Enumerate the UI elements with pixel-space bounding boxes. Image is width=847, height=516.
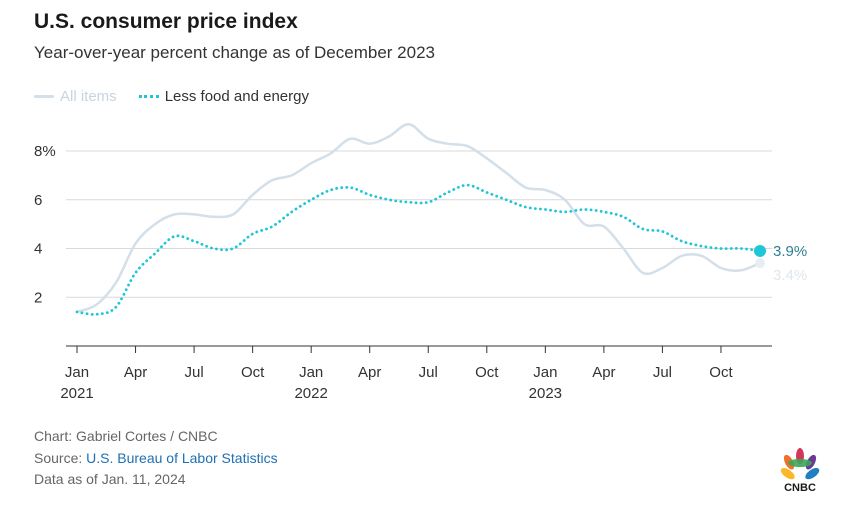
- x-tick-label: Jan: [299, 364, 323, 381]
- chart-legend: All items Less food and energy: [34, 88, 331, 105]
- y-tick-label: 4: [34, 241, 42, 258]
- legend-swatch-all-items: [34, 95, 54, 98]
- chart-title: U.S. consumer price index: [34, 10, 298, 33]
- series-line-all-items: [75, 122, 762, 314]
- logo-wordmark: CNBC: [784, 482, 816, 494]
- x-tick-label: Oct: [241, 364, 265, 381]
- legend-label-core: Less food and energy: [164, 88, 309, 105]
- x-tick-label: Jul: [184, 364, 203, 381]
- x-tick-label: Jan: [65, 364, 89, 381]
- x-tick-year-label: 2023: [529, 385, 562, 402]
- source-label: Source:: [34, 450, 87, 466]
- x-tick-label: Apr: [592, 364, 615, 381]
- legend-item-core[interactable]: Less food and energy: [138, 88, 309, 105]
- end-marker-all-items: [755, 258, 765, 269]
- y-tick-label: 2: [34, 289, 42, 306]
- x-tick-label: Oct: [475, 364, 499, 381]
- y-tick-label: 8%: [34, 143, 56, 160]
- x-tick-label: Jul: [653, 364, 672, 381]
- data-date-note: Data as of Jan. 11, 2024: [34, 471, 186, 487]
- x-tick-label: Apr: [358, 364, 381, 381]
- legend-item-all-items[interactable]: All items: [34, 88, 117, 105]
- series-line-core: [75, 183, 762, 316]
- x-tick-label: Jul: [419, 364, 438, 381]
- peacock-icon: CNBC: [780, 448, 820, 494]
- chart-source: Source: U.S. Bureau of Labor Statistics: [34, 450, 278, 466]
- chart-subtitle: Year-over-year percent change as of Dece…: [34, 43, 435, 62]
- x-tick-year-label: 2022: [294, 385, 327, 402]
- end-label-core: 3.9%: [773, 243, 807, 260]
- cnbc-logo: CNBC: [780, 448, 820, 494]
- x-tick-label: Oct: [709, 364, 733, 381]
- legend-label-all-items: All items: [60, 88, 117, 105]
- source-link[interactable]: U.S. Bureau of Labor Statistics: [86, 450, 278, 466]
- x-tick-label: Apr: [124, 364, 147, 381]
- legend-swatch-core: [138, 95, 159, 98]
- x-tick-label: Jan: [533, 364, 557, 381]
- end-marker-core: [754, 244, 766, 257]
- end-label-all-items: 3.4%: [773, 267, 807, 284]
- chart-credit: Chart: Gabriel Cortes / CNBC: [34, 428, 218, 444]
- y-tick-label: 6: [34, 192, 42, 209]
- x-tick-year-label: 2021: [60, 385, 93, 402]
